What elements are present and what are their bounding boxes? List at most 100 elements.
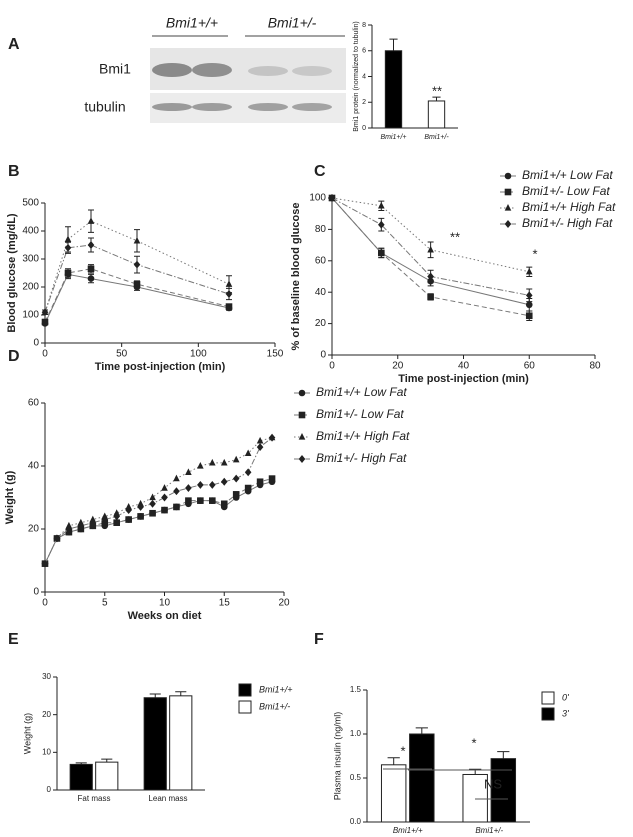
x-tick-label: 0: [329, 361, 335, 372]
x-tick-label: 0: [42, 349, 48, 360]
marker: [64, 269, 72, 277]
marker: [232, 455, 240, 463]
y-tick-label: 1.0: [350, 729, 362, 738]
bar: [490, 758, 517, 823]
marker: [225, 303, 233, 310]
marker: [125, 516, 132, 523]
panel-label: E: [8, 631, 19, 648]
y-tick-label: 8: [362, 22, 366, 29]
marker: [256, 443, 264, 452]
y-axis-title: Plasma insulin (ng/ml): [332, 712, 342, 801]
marker: [220, 458, 228, 466]
y-axis-title: Bmi1 protein (normalized to tubulin): [353, 21, 360, 132]
marker: [378, 201, 385, 209]
series-line: [331, 197, 530, 317]
marker: [149, 509, 156, 517]
annotation: **: [450, 229, 460, 244]
x-tick-label: 10: [159, 598, 171, 609]
marker: [209, 458, 216, 466]
legend-label: 0': [562, 692, 569, 702]
marker: [161, 493, 168, 502]
panel-label: B: [8, 163, 20, 180]
blot-column: Bmi1+/+: [166, 15, 218, 31]
x-tick-label: Bmi1+/-: [424, 134, 449, 141]
marker: [137, 513, 144, 520]
marker: [87, 217, 95, 224]
y-tick-label: 40: [315, 287, 327, 298]
legend-label: Bmi1+/- Low Fat: [522, 184, 610, 198]
marker: [244, 484, 252, 492]
marker: [244, 468, 252, 477]
x-axis-title: Time post-injection (min): [95, 361, 226, 373]
y-tick-label: 100: [309, 193, 326, 204]
bar: [409, 733, 435, 823]
marker: [173, 503, 180, 511]
error-bar: [432, 96, 441, 101]
y-axis-title: % of baseline blood glucose: [290, 203, 302, 351]
error-bar: [149, 693, 161, 698]
marker: [64, 235, 72, 243]
y-tick-label: 500: [22, 198, 39, 209]
marker: [268, 475, 276, 482]
marker: [232, 474, 240, 483]
marker: [298, 433, 306, 440]
marker: [197, 497, 204, 504]
error-bar: [175, 691, 187, 696]
panel-label: D: [8, 348, 20, 365]
y-tick-label: 10: [42, 747, 51, 756]
marker: [133, 236, 141, 244]
panel-label: A: [8, 36, 20, 53]
marker: [225, 290, 233, 298]
marker: [298, 455, 306, 463]
marker: [525, 267, 533, 275]
error-bar: [101, 758, 113, 763]
x-tick-label: 0: [42, 598, 48, 609]
marker: [137, 502, 144, 511]
series-line: [44, 437, 273, 564]
marker: [427, 245, 434, 253]
x-tick-label: 100: [190, 349, 207, 360]
x-tick-label: 60: [524, 361, 536, 372]
marker: [161, 506, 168, 514]
marker: [197, 480, 204, 489]
marker: [113, 519, 120, 526]
legend-label: Bmi1+/+ High Fat: [522, 200, 616, 214]
bar: [384, 50, 403, 129]
marker: [87, 275, 95, 282]
x-tick-label: 20: [278, 598, 290, 609]
marker: [87, 265, 95, 273]
series-line: [44, 437, 273, 564]
series-line: [331, 197, 530, 273]
x-axis-title: Weeks on diet: [128, 610, 202, 622]
annotation: *: [532, 246, 537, 261]
y-tick-label: 30: [42, 672, 51, 681]
legend-label: Bmi1+/-: [259, 701, 290, 711]
legend-label: 3': [562, 708, 569, 718]
y-axis-title: Weight (g): [4, 470, 16, 524]
marker: [133, 280, 141, 288]
marker: [378, 220, 385, 229]
marker: [268, 433, 276, 442]
marker: [89, 518, 97, 527]
marker: [149, 499, 156, 508]
y-tick-label: 40: [28, 461, 40, 472]
marker: [525, 291, 533, 300]
y-tick-label: 0: [362, 125, 366, 132]
y-tick-label: 6: [362, 48, 366, 55]
x-tick-label: Bmi1+/-: [475, 826, 503, 835]
marker: [504, 204, 512, 211]
marker: [149, 493, 156, 501]
marker: [328, 194, 336, 202]
y-tick-label: 20: [315, 318, 327, 329]
x-tick-label: 150: [267, 349, 284, 360]
y-tick-label: 200: [22, 282, 39, 293]
legend-label: Bmi1+/+ Low Fat: [316, 385, 407, 399]
annotation: *: [471, 735, 476, 750]
marker: [256, 478, 264, 486]
series-line: [44, 268, 230, 323]
marker: [232, 491, 240, 498]
blot-row: Bmi1: [99, 61, 131, 77]
x-tick-label: Bmi1+/+: [393, 826, 423, 835]
marker: [41, 318, 49, 326]
blot-row: tubulin: [84, 99, 125, 115]
